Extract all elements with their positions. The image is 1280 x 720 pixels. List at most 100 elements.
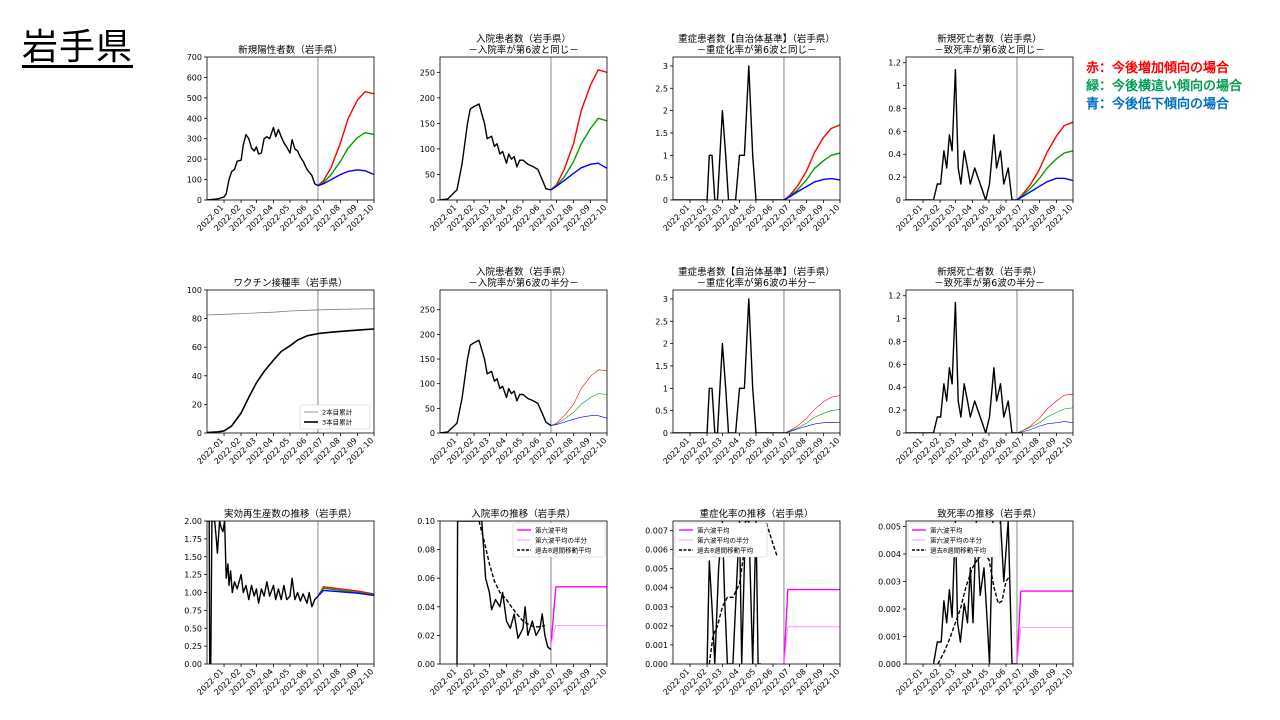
y-tick-label: 600 <box>187 73 202 82</box>
chart-title: 重症患者数【自治体基準】（岩手県） <box>678 266 835 278</box>
series-line-red <box>783 395 840 433</box>
chart-2: 入院患者数（岩手県）－入院率が第6波と同じ－050100150200250202… <box>420 33 609 233</box>
series-line-green <box>317 587 374 597</box>
chart-11: 重症化率の推移（岩手県） 0.000 0.001 0.002 0.003 0.004 0.0… <box>645 508 841 697</box>
y-tick-label: 1.5 <box>655 129 668 138</box>
y-tick-label: 0.8 <box>888 337 901 346</box>
chart-5: ワクチン接種率（岩手県）0204060801002022-012022-0220… <box>187 277 376 466</box>
page-title: 岩手県 <box>22 27 134 68</box>
y-tick-label: 1.00 <box>184 589 202 598</box>
y-tick-label: 0 <box>430 429 435 438</box>
y-tick-label: 80 <box>192 315 202 324</box>
series-line-black <box>207 126 319 200</box>
chart-title: －致死率が第6波と同じ－ <box>934 44 1045 56</box>
y-tick-label: 0.002 <box>878 605 901 614</box>
series-line-named <box>550 625 607 645</box>
chart-title: －入院率が第6波の半分－ <box>468 277 579 289</box>
series-line-green <box>550 117 607 191</box>
y-tick-label: 0.00 <box>184 660 202 669</box>
y-tick-label: 0.001 <box>878 633 901 642</box>
plot-frame <box>206 520 375 665</box>
plot-frame <box>905 289 1074 434</box>
chart-4: 新規死亡者数（岩手県）－致死率が第6波と同じ－ 0 0.2 0.4 0.6 0.8 1 1.2… <box>888 33 1074 233</box>
plot-frame <box>439 520 608 665</box>
series-line-red <box>550 69 607 191</box>
y-tick-label: 0.2 <box>888 173 901 182</box>
legend-note-blue: 青：今後低下傾向の場合 <box>1086 97 1230 112</box>
legend-label: 第六波平均 <box>930 526 963 535</box>
y-tick-label: 0.02 <box>417 631 435 640</box>
series-line-blue <box>550 415 607 426</box>
y-tick-label: 1.2 <box>888 292 901 301</box>
y-tick-label: 1 <box>663 384 668 393</box>
y-tick-label: 0.06 <box>417 574 435 583</box>
chart-title: 重症化率の推移（岩手県） <box>699 508 813 520</box>
plot-frame <box>439 56 608 201</box>
series-line-black <box>906 301 1017 433</box>
y-tick-label: 0 <box>663 196 668 205</box>
y-tick-label: 250 <box>420 68 435 77</box>
y-tick-label: 0.5 <box>655 174 668 183</box>
y-tick-label: 1.50 <box>184 553 202 562</box>
series-line-black <box>456 521 552 664</box>
y-tick-label: 0.007 <box>645 527 668 536</box>
y-tick-label: 100 <box>187 286 202 295</box>
legend-note-red: 赤：今後増加傾向の場合 <box>1086 61 1230 76</box>
y-tick-label: 0.6 <box>888 127 901 136</box>
y-tick-label: 0 <box>430 196 435 205</box>
y-tick-label: 400 <box>187 114 202 123</box>
y-tick-label: 0 <box>896 196 901 205</box>
chart-9: 実効再生産数の推移（岩手県） 0.00 0.25 0.50 0.75 1.00 1.25 1.… <box>184 508 375 697</box>
series-line-green <box>1016 150 1073 200</box>
y-tick-label: 1.2 <box>888 59 901 68</box>
y-tick-label: 0.8 <box>888 104 901 113</box>
legend-label: 第六波平均 <box>535 526 568 535</box>
y-tick-label: 50 <box>425 170 435 179</box>
plot-frame <box>905 56 1074 201</box>
legend-note-green: 緑：今後横這い傾向の場合 <box>1086 79 1243 94</box>
y-tick-label: 0.5 <box>655 407 668 416</box>
chart-6: 入院患者数（岩手県）－入院率が第6波の半分－050100150200250202… <box>420 266 609 466</box>
chart-title: －致死率が第6波の半分－ <box>934 277 1045 289</box>
y-tick-label: 0.000 <box>645 660 668 669</box>
y-tick-label: 0.004 <box>878 550 901 559</box>
y-tick-label: 300 <box>187 135 202 144</box>
series-line-named <box>708 522 778 664</box>
y-tick-label: 0.25 <box>184 642 202 651</box>
plot-frame <box>439 289 608 434</box>
plot-frame <box>905 520 1074 665</box>
y-tick-label: 0.001 <box>645 641 668 650</box>
y-tick-label: 1 <box>896 82 901 91</box>
chart-3: 重症患者数【自治体基準】（岩手県）－重症化率が第6波と同じ－ 0 0.5 1 1.5 2 2… <box>655 33 841 233</box>
y-tick-label: 500 <box>187 94 202 103</box>
chart-title: 重症患者数【自治体基準】（岩手県） <box>678 33 835 45</box>
series-line-named <box>937 553 1011 664</box>
y-tick-label: 2 <box>663 340 668 349</box>
legend-label: 2本目累計 <box>322 408 353 417</box>
y-tick-label: 0.4 <box>888 150 901 159</box>
color-legend-notes: 赤：今後増加傾向の場合 緑：今後横這い傾向の場合 青：今後低下傾向の場合 <box>1086 60 1242 114</box>
legend-label: 第六波平均 <box>697 526 730 535</box>
y-tick-label: 1 <box>663 151 668 160</box>
series-line-red <box>550 369 607 426</box>
y-tick-label: 2.5 <box>655 84 668 93</box>
y-tick-label: 0 <box>197 429 202 438</box>
chart-12: 致死率の推移（岩手県） 0.000 0.001 0.002 0.003 0.004 0.00… <box>878 508 1074 697</box>
y-tick-label: 200 <box>420 94 435 103</box>
chart-title: 新規死亡者数（岩手県） <box>937 266 1042 278</box>
chart-7: 重症患者数【自治体基準】（岩手県）－重症化率が第6波の半分－ 0 0.5 1 1.5 2 2… <box>655 266 841 466</box>
series-line-black <box>440 339 552 433</box>
series-line-blue <box>1016 421 1073 433</box>
series-line-green <box>783 409 840 433</box>
y-tick-label: 0.00 <box>417 660 435 669</box>
series-line-green <box>550 393 607 426</box>
legend-label: 第六波平均の半分 <box>930 536 983 545</box>
legend-label: 過去8週間移動平均 <box>535 546 592 555</box>
y-tick-label: 2 <box>663 107 668 116</box>
series-line-red <box>1016 393 1073 433</box>
y-tick-label: 0 <box>896 429 901 438</box>
